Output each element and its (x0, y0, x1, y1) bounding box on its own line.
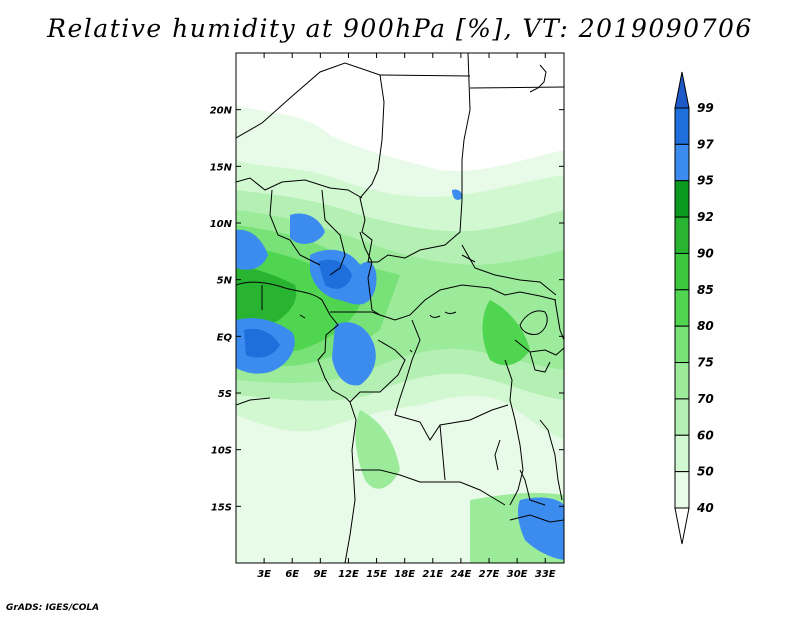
lon-tick-label: 9E (313, 569, 327, 580)
lat-tick-label: 15S (211, 502, 232, 513)
lat-tick-label: 5S (218, 389, 232, 400)
longitude-axis: 3E 6E 9E 12E 15E 18E 21E 24E 27E 30E 33E (257, 53, 556, 580)
colorbar-band (674, 362, 690, 400)
lat-tick-label: 20N (210, 106, 233, 117)
colorbar-label: 60 (697, 428, 714, 442)
lat-tick-label: EQ (217, 332, 233, 343)
lon-tick-label: 3E (257, 569, 271, 580)
lon-tick-label: 6E (285, 569, 299, 580)
lon-tick-label: 24E (451, 569, 472, 580)
colorbar-band (674, 471, 690, 509)
colorbar-band (674, 143, 690, 182)
colorbar-label: 85 (697, 283, 714, 297)
colorbar: 99 97 95 92 90 85 80 75 70 60 50 40 (674, 71, 714, 545)
colorbar-label: 75 (697, 356, 714, 370)
colorbar-label: 40 (696, 501, 714, 515)
colorbar-label: 97 (697, 137, 714, 151)
colorbar-label: 80 (697, 319, 714, 333)
colorbar-band (674, 398, 690, 436)
colorbar-bottom-arrow (674, 507, 690, 545)
lon-tick-label: 27E (479, 569, 500, 580)
colorbar-label: 92 (697, 210, 714, 224)
lon-tick-label: 15E (366, 569, 387, 580)
lat-tick-label: 10S (211, 446, 232, 457)
colorbar-label: 95 (697, 174, 714, 188)
latitude-axis: 20N 15N 10N 5N EQ 5S 10S 15S (210, 106, 564, 513)
colorbar-band (674, 180, 690, 218)
lon-tick-label: 30E (507, 569, 528, 580)
map-title: Relative humidity at 900hPa [%], VT: 201… (47, 14, 753, 43)
colorbar-top-arrow (674, 71, 690, 109)
grads-credit: GrADS: IGES/COLA (6, 603, 100, 613)
lon-tick-label: 12E (338, 569, 359, 580)
colorbar-label: 99 (697, 101, 714, 115)
colorbar-label: 90 (697, 246, 714, 260)
lon-tick-label: 18E (394, 569, 415, 580)
colorbar-band (674, 434, 690, 473)
lon-tick-label: 21E (422, 569, 443, 580)
colorbar-band (674, 107, 690, 145)
lat-tick-label: 15N (210, 162, 233, 173)
colorbar-band (674, 325, 690, 364)
colorbar-label: 50 (697, 465, 714, 479)
colorbar-label: 70 (697, 392, 714, 406)
map-frame (235, 52, 565, 564)
colorbar-band (674, 289, 690, 327)
lat-tick-label: 5N (217, 276, 233, 287)
lat-tick-label: 10N (210, 219, 233, 230)
colorbar-band (674, 216, 690, 254)
country-borders (236, 53, 564, 563)
colorbar-band (674, 252, 690, 291)
lon-tick-label: 33E (535, 569, 556, 580)
humidity-field (236, 105, 564, 563)
